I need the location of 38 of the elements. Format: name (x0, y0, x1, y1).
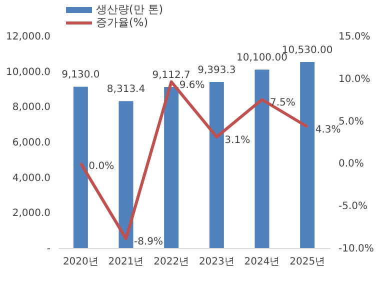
y-tick-label: 12,000.0 (6, 32, 50, 42)
data-label: 4.3% (315, 124, 341, 136)
bar (254, 70, 270, 248)
y-tick-label: 8,000.0 (12, 102, 50, 114)
data-label: 7.5% (270, 98, 296, 109)
y2-tick-label: -5.0% (338, 201, 368, 212)
y-tick-label: - (46, 244, 51, 254)
data-label: 8,313.4 (106, 84, 146, 96)
data-label: 0.0% (88, 161, 114, 172)
data-label: 9,393.3 (198, 65, 236, 76)
data-label: 3.1% (224, 134, 250, 146)
data-label: 9.6% (179, 80, 205, 91)
y2-tick-label: -10.0% (338, 244, 374, 254)
y2-tick-label: 15.0% (338, 32, 370, 42)
y-tick-label: 10,000.0 (6, 66, 50, 78)
y-tick-label: 4,000.0 (12, 172, 50, 184)
bar (73, 86, 88, 248)
x-tick-label: 2022년 (154, 256, 190, 268)
y-tick-label: 2,000.0 (12, 208, 50, 220)
y2-tick-label: 10.0% (338, 74, 370, 85)
y2-tick-label: 5.0% (338, 116, 364, 128)
x-tick-label: 2020년 (62, 256, 98, 268)
bar (164, 87, 179, 248)
bar (209, 82, 224, 248)
data-label: 9,112.7 (152, 70, 190, 82)
bar (300, 62, 315, 248)
y2-tick-label: 0.0% (338, 158, 364, 170)
data-label: 9,130.0 (62, 70, 100, 81)
x-tick-label: 2021년 (108, 256, 144, 268)
legend-label: 증가율(%) (96, 16, 148, 29)
x-tick-label: 2025년 (290, 256, 326, 268)
x-tick-label: 2023년 (198, 256, 234, 268)
data-label: -8.9% (134, 236, 164, 248)
data-label: 10,100.00 (236, 52, 288, 64)
legend-label: 생산량(만 톤) (96, 3, 164, 16)
x-tick-label: 2024년 (244, 256, 280, 268)
y-tick-label: 6,000.0 (12, 138, 50, 148)
bar (118, 101, 134, 248)
